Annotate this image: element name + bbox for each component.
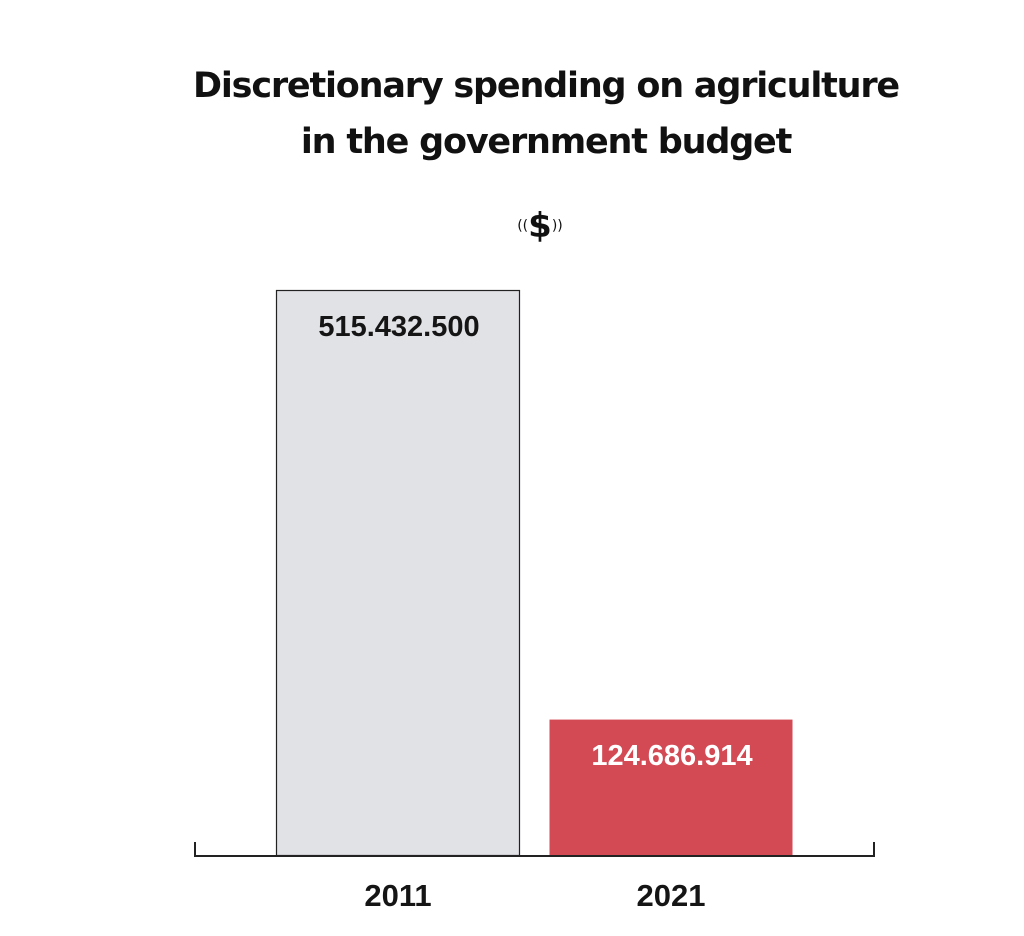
x-tick-label-2011: 2011 [364,878,431,913]
bar-2021 [549,719,793,856]
chart-title: Discretionary spending on agriculture in… [0,58,1024,170]
x-tick-label-2021: 2021 [637,878,706,913]
bar-2011 [275,289,521,857]
chart-title-line-2: in the government budget [300,122,792,162]
unit-symbol: $ [528,206,552,246]
chart-title-line-1: Discretionary spending on agriculture [193,66,900,106]
data-label-2011: 515.432.500 [318,311,479,343]
unit-quote-open: (( [517,218,529,234]
unit-label: (($)) [480,206,600,246]
unit-quote-close: )) [551,218,563,234]
data-label-2021: 124.686.914 [591,740,752,772]
